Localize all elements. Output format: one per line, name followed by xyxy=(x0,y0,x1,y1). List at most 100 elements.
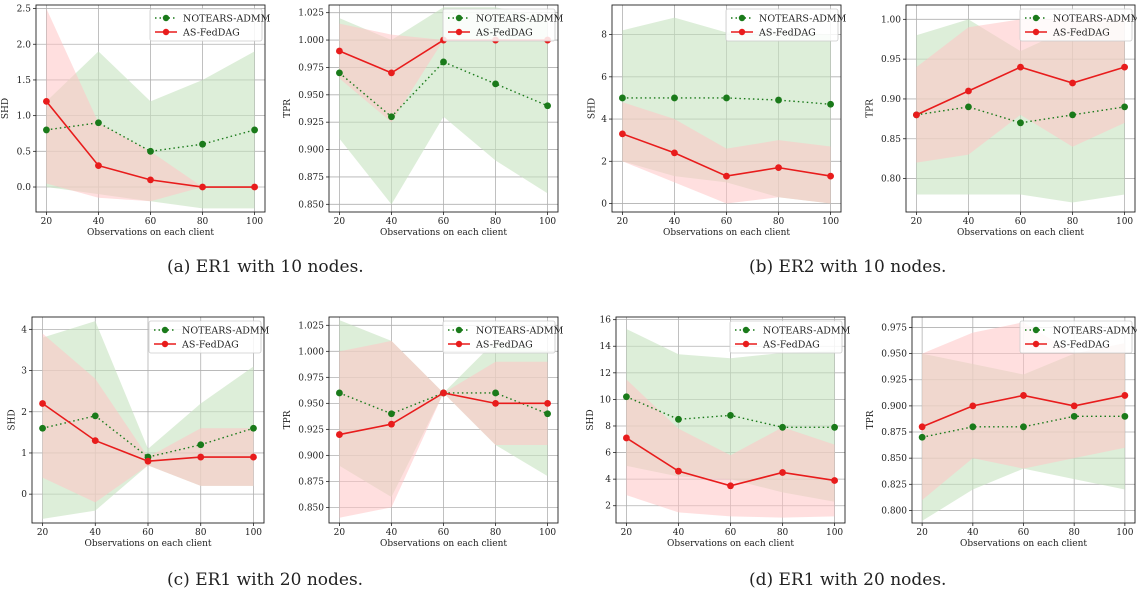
y-tick-label: 14 xyxy=(600,342,612,352)
y-tick-label: 0.875 xyxy=(881,428,907,438)
y-tick-label: 4 xyxy=(605,475,611,485)
legend-label: AS-FedDAG xyxy=(181,340,239,351)
y-tick-label: 6 xyxy=(601,73,607,83)
x-tick-label: 20 xyxy=(916,528,928,538)
x-tick-label: 80 xyxy=(195,528,207,538)
y-tick-label: 0.90 xyxy=(881,95,901,105)
band-as-feddag xyxy=(339,23,548,123)
band-as-feddag xyxy=(922,322,1125,500)
chart-6: 20 40 60 80 100 0.850 0.875 0.900 0.925 0.950 0.97… xyxy=(283,316,564,549)
x-tick-label: 40 xyxy=(967,528,979,538)
y-tick-label: 0.0 xyxy=(17,183,32,193)
data-point xyxy=(91,437,99,444)
y-tick-label: 1.00 xyxy=(881,15,901,25)
x-tick-label: 80 xyxy=(1067,217,1079,227)
legend-box xyxy=(148,320,262,354)
x-tick-label: 80 xyxy=(490,217,502,227)
y-tick-label: 0 xyxy=(601,200,607,210)
legend-marker xyxy=(161,340,169,348)
x-tick-label: 60 xyxy=(721,217,733,227)
y-tick-label: 12 xyxy=(600,369,611,379)
y-axis-label: SHD xyxy=(1,98,11,119)
data-point xyxy=(1121,63,1128,71)
legend: NOTEARS-ADMM AS-FedDAG xyxy=(442,8,564,42)
x-axis-label: Observations on each client xyxy=(960,539,1087,549)
legend-marker xyxy=(738,28,746,36)
data-point xyxy=(147,176,154,184)
y-tick-label: 0.850 xyxy=(881,454,907,464)
data-point xyxy=(775,164,782,172)
x-axis-label: Observations on each client xyxy=(380,539,507,549)
y-tick-label: 1.025 xyxy=(298,9,324,19)
y-tick-label: 0.800 xyxy=(881,506,907,516)
x-axis-label: Observations on each client xyxy=(84,539,211,549)
x-tick-label: 80 xyxy=(1068,528,1080,538)
y-tick-label: 0.95 xyxy=(881,55,901,65)
legend-label: AS-FedDAG xyxy=(475,28,533,39)
x-tick-label: 100 xyxy=(1116,528,1133,538)
x-tick-label: 40 xyxy=(963,217,975,227)
data-point xyxy=(727,482,734,490)
series-line-notears-admm xyxy=(338,61,548,118)
data-point xyxy=(779,469,786,476)
data-point xyxy=(779,423,786,431)
y-tick-label: 2.0 xyxy=(17,40,32,50)
data-point xyxy=(336,431,343,438)
data-point xyxy=(1121,412,1129,420)
y-axis-label: TPR xyxy=(283,99,293,118)
data-point xyxy=(336,69,343,77)
y-tick-label: 2 xyxy=(601,157,607,167)
legend-box xyxy=(729,320,843,354)
y-tick-label: 16 xyxy=(600,316,612,326)
data-point xyxy=(197,453,205,461)
legend-box xyxy=(442,320,556,354)
x-tick-label: 100 xyxy=(822,217,839,227)
y-tick-label: 0.825 xyxy=(881,480,907,490)
x-tick-label: 40 xyxy=(673,528,685,538)
y-tick-label: 0.950 xyxy=(298,91,324,101)
x-tick-label: 40 xyxy=(386,217,398,227)
legend-label: NOTEARS-ADMM xyxy=(1053,326,1137,337)
legend-box xyxy=(442,8,556,42)
data-point xyxy=(1020,392,1027,399)
x-tick-label: 40 xyxy=(93,217,105,227)
data-point xyxy=(623,434,630,442)
x-tick-label: 60 xyxy=(1015,217,1027,227)
legend-label: AS-FedDAG xyxy=(182,28,240,39)
y-axis-label: SHD xyxy=(588,98,598,119)
y-tick-label: 2.5 xyxy=(17,5,32,15)
data-point xyxy=(251,183,258,191)
caption-b: (b) ER2 with 10 nodes. xyxy=(749,257,947,277)
y-tick-label: 1.000 xyxy=(298,36,324,46)
x-tick-label: 40 xyxy=(386,528,398,538)
x-tick-label: 20 xyxy=(41,217,53,227)
data-point xyxy=(1069,79,1076,87)
data-point xyxy=(544,102,551,110)
legend-label: NOTEARS-ADMM xyxy=(476,14,564,25)
legend-marker xyxy=(1032,28,1040,36)
data-point xyxy=(336,47,343,55)
data-point xyxy=(43,97,50,105)
x-tick-label: 60 xyxy=(1018,528,1030,538)
legend: NOTEARS-ADMM AS-FedDAG xyxy=(148,320,270,354)
y-tick-label: 4 xyxy=(21,325,27,335)
caption-c: (c) ER1 with 20 nodes. xyxy=(167,570,364,590)
y-tick-label: 10 xyxy=(600,395,612,405)
data-point xyxy=(199,140,206,148)
data-point xyxy=(388,410,395,418)
data-point xyxy=(619,130,626,138)
data-point xyxy=(336,389,343,397)
data-point xyxy=(675,415,682,423)
legend-marker xyxy=(455,14,463,22)
legend-marker xyxy=(455,326,463,334)
y-tick-label: 0 xyxy=(21,490,27,500)
legend-label: NOTEARS-ADMM xyxy=(183,14,271,25)
legend: NOTEARS-ADMM AS-FedDAG xyxy=(442,320,564,354)
legend: NOTEARS-ADMM AS-FedDAG xyxy=(729,320,851,354)
x-tick-label: 60 xyxy=(142,528,154,538)
x-tick-label: 80 xyxy=(197,217,209,227)
y-tick-label: 0.925 xyxy=(881,376,907,386)
legend-marker xyxy=(162,14,170,22)
data-point xyxy=(39,424,46,432)
